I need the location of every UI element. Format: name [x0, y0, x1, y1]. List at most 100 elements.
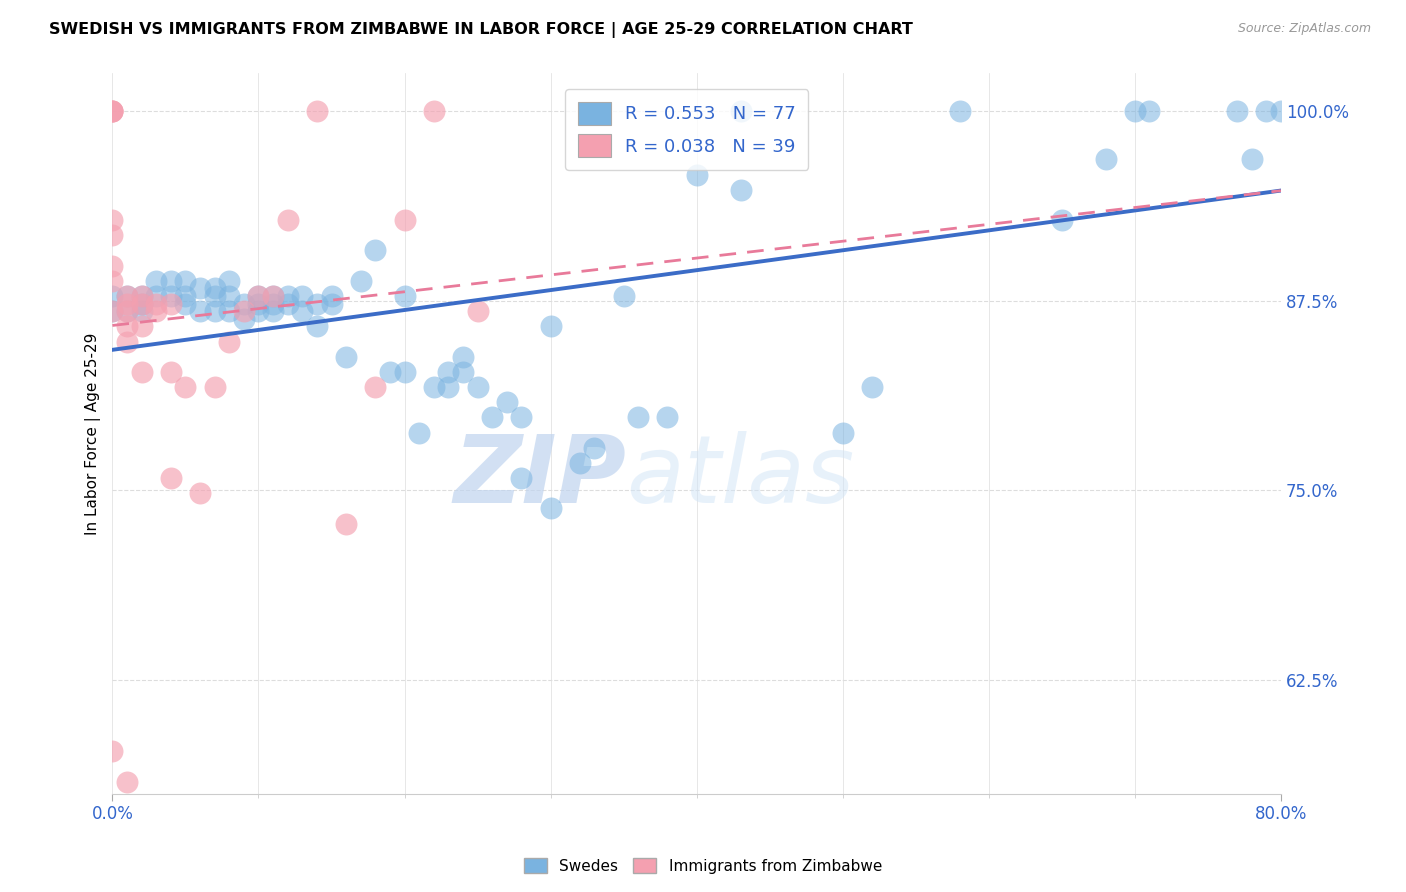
Point — [160, 471, 183, 485]
Point — [408, 425, 430, 440]
Point — [262, 304, 284, 318]
Point — [568, 456, 591, 470]
Point — [174, 380, 197, 394]
Point — [218, 289, 240, 303]
Point — [115, 289, 138, 303]
Point — [451, 365, 474, 379]
Point — [1284, 103, 1306, 118]
Point — [101, 103, 124, 118]
Point — [101, 228, 124, 243]
Point — [321, 296, 343, 310]
Point — [277, 289, 299, 303]
Point — [467, 304, 489, 318]
Point — [174, 274, 197, 288]
Point — [335, 350, 357, 364]
Point — [232, 311, 254, 326]
Point — [204, 281, 226, 295]
Point — [510, 410, 533, 425]
Point — [204, 289, 226, 303]
Point — [232, 304, 254, 318]
Point — [394, 213, 416, 227]
Point — [262, 296, 284, 310]
Point — [131, 365, 153, 379]
Point — [394, 289, 416, 303]
Point — [1139, 103, 1161, 118]
Point — [145, 304, 167, 318]
Point — [101, 103, 124, 118]
Point — [321, 289, 343, 303]
Point — [540, 319, 562, 334]
Point — [115, 304, 138, 318]
Point — [510, 471, 533, 485]
Point — [204, 304, 226, 318]
Point — [101, 304, 124, 318]
Point — [831, 425, 853, 440]
Point — [131, 319, 153, 334]
Point — [101, 289, 124, 303]
Point — [730, 183, 752, 197]
Point — [627, 410, 650, 425]
Point — [101, 103, 124, 118]
Text: atlas: atlas — [627, 431, 855, 522]
Text: SWEDISH VS IMMIGRANTS FROM ZIMBABWE IN LABOR FORCE | AGE 25-29 CORRELATION CHART: SWEDISH VS IMMIGRANTS FROM ZIMBABWE IN L… — [49, 22, 912, 38]
Point — [188, 304, 211, 318]
Point — [174, 289, 197, 303]
Point — [1123, 103, 1146, 118]
Point — [378, 365, 401, 379]
Text: ZIP: ZIP — [454, 431, 627, 523]
Point — [232, 296, 254, 310]
Point — [262, 289, 284, 303]
Point — [247, 289, 270, 303]
Point — [583, 441, 606, 455]
Point — [204, 380, 226, 394]
Point — [423, 380, 446, 394]
Point — [1270, 103, 1292, 118]
Point — [174, 296, 197, 310]
Point — [305, 103, 328, 118]
Legend: R = 0.553   N = 77, R = 0.038   N = 39: R = 0.553 N = 77, R = 0.038 N = 39 — [565, 89, 808, 169]
Point — [115, 334, 138, 349]
Point — [1050, 213, 1073, 227]
Point — [131, 304, 153, 318]
Point — [423, 103, 446, 118]
Y-axis label: In Labor Force | Age 25-29: In Labor Force | Age 25-29 — [86, 332, 101, 534]
Point — [1094, 153, 1116, 167]
Point — [291, 289, 314, 303]
Point — [540, 501, 562, 516]
Point — [115, 304, 138, 318]
Point — [277, 296, 299, 310]
Point — [218, 334, 240, 349]
Point — [101, 103, 124, 118]
Point — [101, 213, 124, 227]
Point — [949, 103, 972, 118]
Point — [160, 296, 183, 310]
Point — [101, 259, 124, 273]
Point — [218, 304, 240, 318]
Point — [451, 350, 474, 364]
Point — [437, 365, 460, 379]
Point — [131, 289, 153, 303]
Point — [686, 168, 709, 182]
Point — [160, 365, 183, 379]
Point — [218, 274, 240, 288]
Point — [247, 296, 270, 310]
Point — [495, 395, 517, 409]
Point — [467, 380, 489, 394]
Point — [101, 304, 124, 318]
Legend: Swedes, Immigrants from Zimbabwe: Swedes, Immigrants from Zimbabwe — [517, 852, 889, 880]
Point — [131, 296, 153, 310]
Point — [188, 486, 211, 500]
Point — [115, 319, 138, 334]
Point — [160, 289, 183, 303]
Point — [1256, 103, 1278, 118]
Point — [188, 281, 211, 295]
Point — [613, 289, 636, 303]
Point — [305, 296, 328, 310]
Point — [131, 289, 153, 303]
Point — [262, 289, 284, 303]
Point — [481, 410, 503, 425]
Point — [305, 319, 328, 334]
Text: Source: ZipAtlas.com: Source: ZipAtlas.com — [1237, 22, 1371, 36]
Point — [145, 289, 167, 303]
Point — [131, 296, 153, 310]
